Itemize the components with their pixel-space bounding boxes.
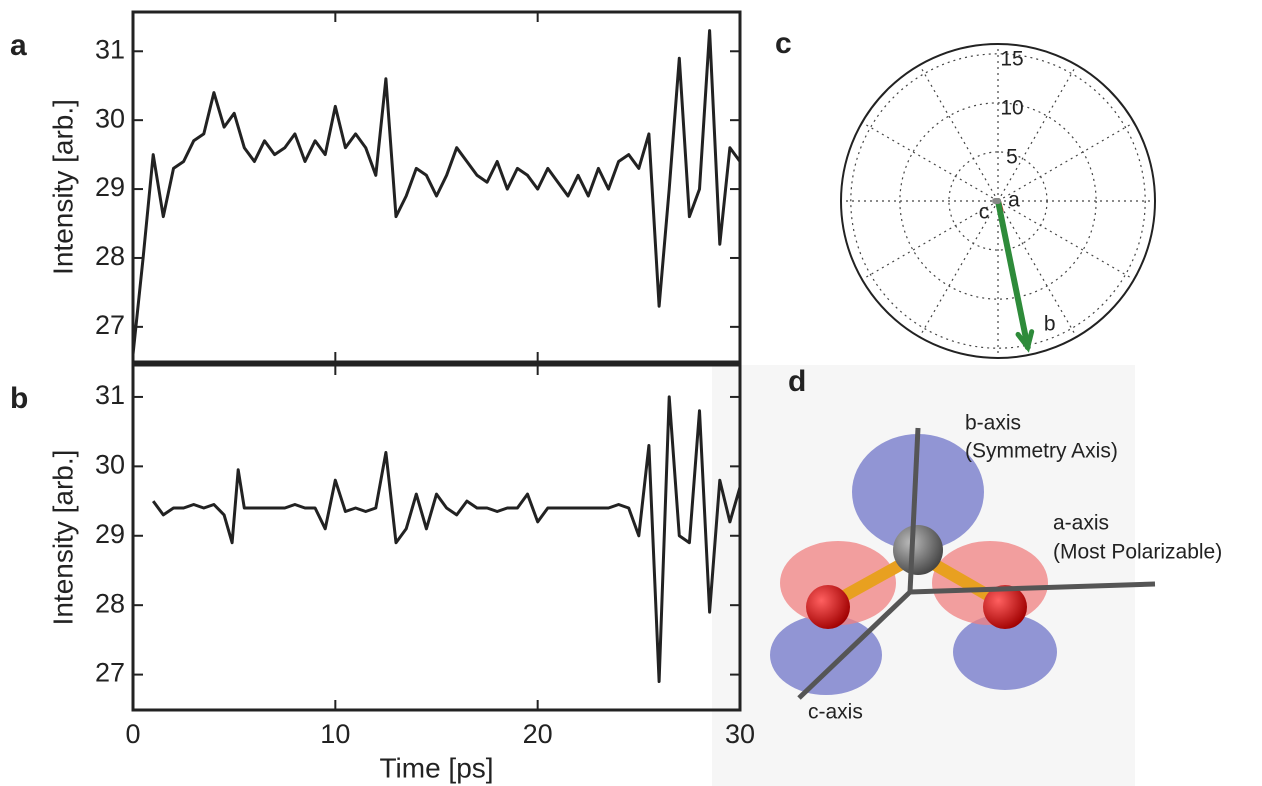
x-tick-label: 20 — [523, 719, 553, 749]
polar-spoke — [997, 200, 1078, 338]
panel-letter: b — [10, 382, 28, 415]
diagram-background — [712, 365, 1135, 786]
r-tick-label: 15 — [1000, 47, 1023, 70]
panel-letter: a — [10, 29, 27, 62]
b-axis-line — [907, 427, 921, 593]
c-axis-line — [797, 590, 912, 700]
plot-frame — [131, 10, 742, 364]
blue-lobe — [852, 434, 984, 550]
y-axis-label: Intensity [arb.] — [47, 99, 78, 275]
vector — [995, 198, 1031, 351]
polar-spoke — [861, 200, 999, 281]
polar-spoke — [861, 121, 999, 202]
axes-arrows — [797, 427, 1156, 700]
oxygen-atom — [983, 585, 1027, 629]
molecule-diagram: d b-axis (Symmetry Axis) a-axis (Most Po… — [712, 365, 1222, 786]
vector-label: c — [979, 201, 990, 224]
data-line — [131, 29, 742, 355]
y-tick-label: 30 — [95, 449, 125, 479]
a-axis-line — [909, 581, 1156, 595]
plot-frame — [131, 363, 742, 712]
vector-label: a — [1008, 189, 1020, 212]
y-tick-label: 29 — [95, 519, 125, 549]
polar-grid-ring — [948, 151, 1048, 251]
axis-label: a-axis — [1053, 512, 1109, 535]
axis-label: (Most Polarizable) — [1053, 541, 1222, 564]
vector-label: b — [1044, 313, 1056, 336]
y-tick-label: 28 — [95, 588, 125, 618]
central-atom — [893, 525, 943, 575]
y-tick-label: 29 — [95, 172, 125, 202]
blue-lobe — [953, 614, 1057, 690]
polar-frame — [840, 43, 1156, 359]
panel-letter: d — [788, 365, 806, 398]
y-tick-label: 31 — [95, 380, 125, 410]
y-tick-label: 28 — [95, 241, 125, 271]
x-tick-label: 0 — [125, 719, 140, 749]
polar-spoke — [918, 200, 999, 338]
y-axis-label: Intensity [arb.] — [47, 450, 78, 626]
y-tick-label: 27 — [95, 658, 125, 688]
panel-letter: c — [775, 27, 792, 60]
x-tick-label: 10 — [320, 719, 350, 749]
blue-lobe — [770, 615, 882, 695]
polar-grid-ring — [899, 102, 1097, 300]
y-tick-label: 27 — [95, 310, 125, 340]
polar-spoke — [997, 121, 1135, 202]
r-tick-label: 10 — [1000, 96, 1023, 119]
axis-label: (Symmetry Axis) — [965, 440, 1118, 463]
x-axis-label: Time [ps] — [379, 752, 493, 783]
axis-label: c-axis — [808, 701, 863, 724]
polar-spoke — [997, 64, 1078, 202]
data-line — [151, 395, 742, 683]
y-tick-label: 31 — [95, 34, 125, 64]
vector-head — [1015, 329, 1035, 353]
polar-spoke — [918, 64, 999, 202]
axis-label: b-axis — [965, 412, 1021, 435]
y-tick-label: 30 — [95, 103, 125, 133]
r-tick-label: 5 — [1006, 145, 1018, 168]
x-tick-label: 30 — [725, 719, 755, 749]
oxygen-atom — [806, 585, 850, 629]
polar-grid-ring — [850, 53, 1146, 349]
polar-spoke — [997, 200, 1135, 281]
